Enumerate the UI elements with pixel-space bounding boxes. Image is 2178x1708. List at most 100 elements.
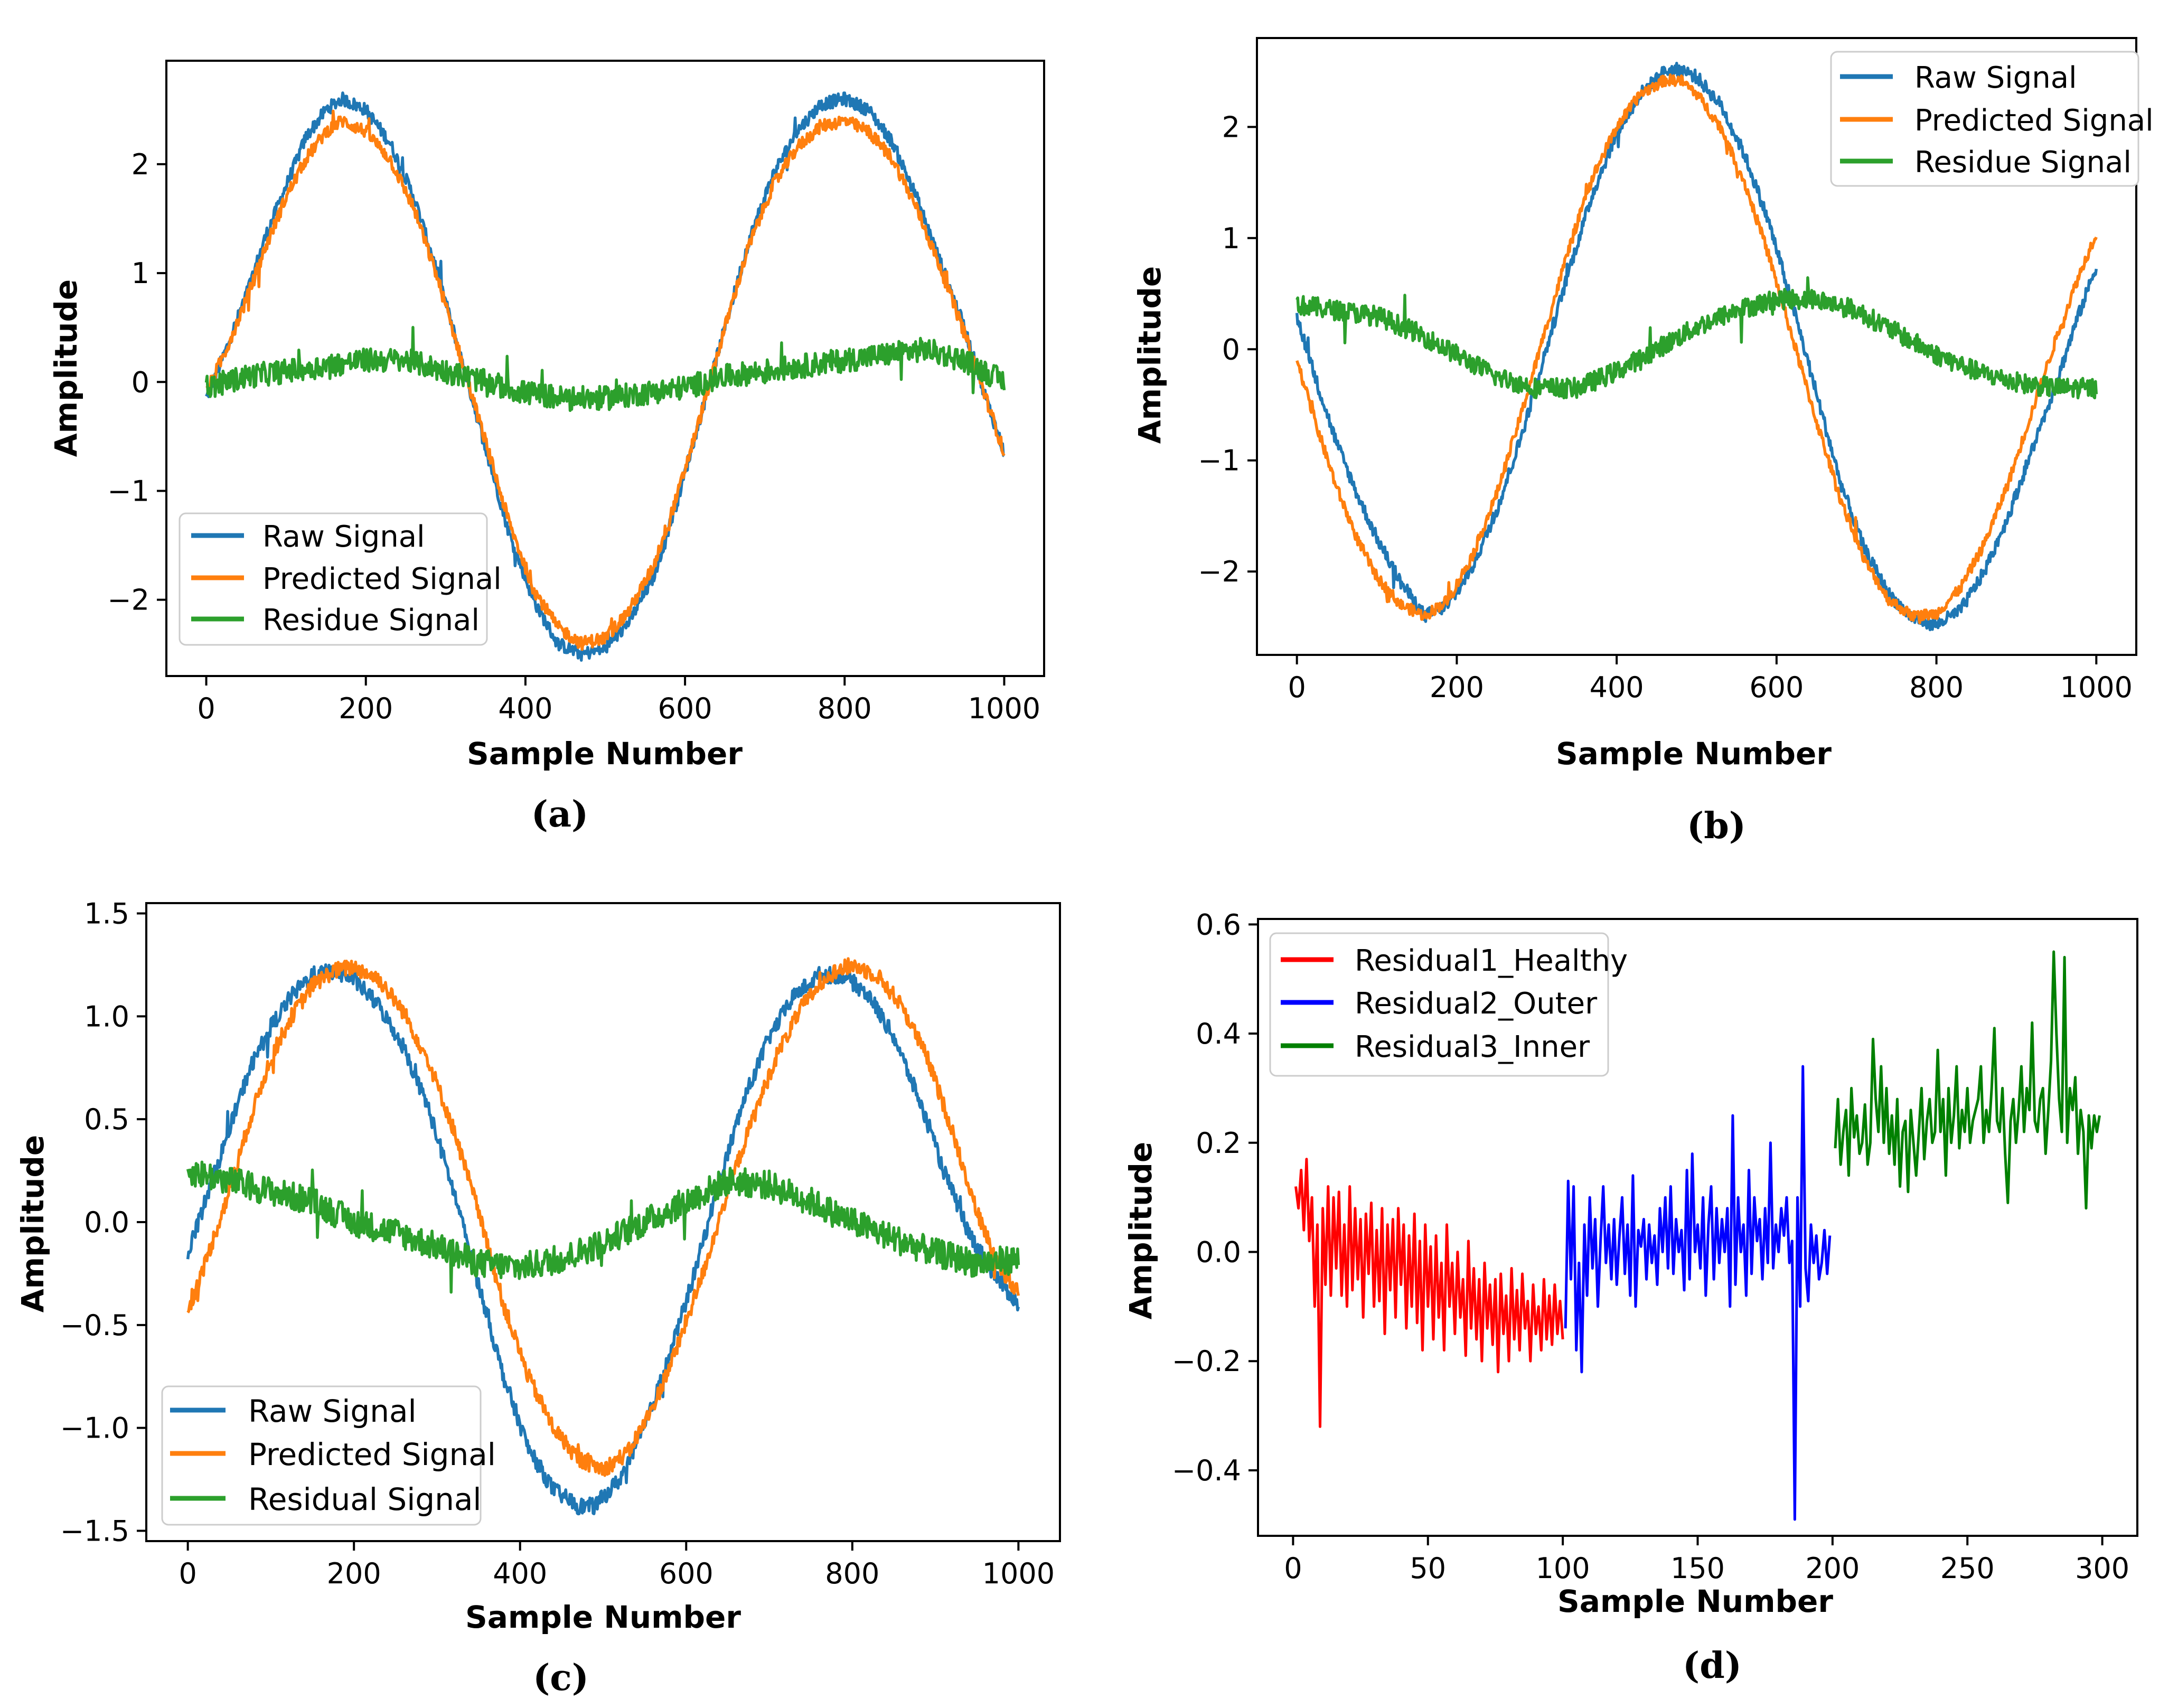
panel-a-ytick-label: −1 xyxy=(107,474,149,508)
panel-a-ylabel: Amplitude xyxy=(48,279,84,457)
panel-a-series-predicted xyxy=(205,109,1006,651)
panel-b-xlabel: Sample Number xyxy=(1556,736,1832,772)
panel-d-series-inner xyxy=(1834,950,2101,1210)
panel-d-ytick-label: 0.2 xyxy=(1196,1127,1241,1160)
panel-d-ylabel: Amplitude xyxy=(1123,1142,1159,1319)
panel-c-xtick-label: 1000 xyxy=(982,1557,1055,1590)
panel-b-series-predicted xyxy=(1295,73,2098,625)
panel-b-legend-label-raw: Raw Signal xyxy=(1914,61,2077,95)
panel-d: 0 50 100 150 200 250 300 −0.4 −0.2 0.0 0.2 0.4 0.6 S… xyxy=(1123,908,2138,1687)
panel-a-xtick-label: 400 xyxy=(498,692,552,725)
panel-d-xtick-label: 150 xyxy=(1670,1552,1725,1585)
panel-c: 0 200 400 600 800 1000 −1.5 −1.0 −0.5 0.0 0.5 1.0 1.… xyxy=(15,897,1061,1699)
panel-c-series-predicted xyxy=(186,957,1020,1477)
panel-b-legend-box xyxy=(1830,51,2139,187)
panel-d-xtick-label: 100 xyxy=(1536,1552,1590,1585)
panel-b-ytick-label: −2 xyxy=(1198,555,1240,588)
panel-b-plot-frame xyxy=(1256,37,2137,656)
panel-c-ytick-label: 1.0 xyxy=(84,1000,129,1033)
panel-c-xtick-label: 600 xyxy=(659,1557,714,1590)
panel-a-legend-label-residue: Residue Signal xyxy=(262,603,480,637)
panel-d-ytick-label: 0.0 xyxy=(1196,1236,1241,1269)
panel-d-series xyxy=(1294,950,2101,1521)
panel-b-xtick-label: 0 xyxy=(1288,671,1306,704)
panel-d-legend-label-healthy: Residual1_Healthy xyxy=(1355,944,1628,978)
panel-c-legend-box xyxy=(161,1385,482,1526)
panel-b-caption: (b) xyxy=(1687,805,1746,847)
panel-c-caption: (c) xyxy=(533,1657,589,1699)
panel-d-ticks: 0 50 100 150 200 250 300 −0.4 −0.2 0.0 0.2 0.4 0.6 xyxy=(1172,908,2129,1585)
panel-d-legend-label-outer: Residual2_Outer xyxy=(1355,987,1598,1021)
panel-b-legend-label-residue: Residue Signal xyxy=(1914,145,2132,180)
panel-b-ytick-label: 1 xyxy=(1222,222,1240,255)
panel-d-ytick-label: 0.6 xyxy=(1196,908,1241,941)
panel-a-plot-frame xyxy=(165,60,1045,677)
panel-c-ytick-label: 0.0 xyxy=(84,1206,129,1239)
panel-d-legend-label-inner: Residual3_Inner xyxy=(1355,1030,1590,1064)
panel-a-legend-box xyxy=(179,512,488,646)
panel-d-legend-box xyxy=(1269,932,1609,1077)
panel-b-ylabel: Amplitude xyxy=(1132,266,1168,444)
panel-d-xtick-label: 300 xyxy=(2075,1552,2129,1585)
panel-c-xlabel: Sample Number xyxy=(465,1599,741,1635)
panel-a-legend: Raw Signal Predicted Signal Residue Sign… xyxy=(179,512,502,646)
panel-c-legend: Raw Signal Predicted Signal Residual Sig… xyxy=(161,1385,496,1526)
panel-a-xtick-label: 0 xyxy=(197,692,215,725)
panel-c-ytick-label: −1.5 xyxy=(60,1515,129,1548)
panel-b-series-residue xyxy=(1295,276,2098,400)
panel-a-ytick-label: −2 xyxy=(107,584,149,617)
panel-c-series-residue xyxy=(186,1160,1020,1294)
panel-a-xtick-label: 600 xyxy=(658,692,712,725)
panel-b-xtick-label: 400 xyxy=(1590,671,1644,704)
panel-d-xtick-label: 250 xyxy=(1940,1552,1995,1585)
panel-a-legend-label-predicted: Predicted Signal xyxy=(262,562,502,596)
panel-c-series xyxy=(186,957,1020,1516)
panel-a-caption: (a) xyxy=(531,793,588,836)
panel-b-ticks: 0 200 400 600 800 1000 −2 −1 0 1 2 xyxy=(1198,110,2133,704)
panel-c-xtick-label: 0 xyxy=(179,1557,196,1590)
panel-c-ytick-label: −1.0 xyxy=(60,1412,129,1445)
panel-a-series-raw xyxy=(205,91,1006,662)
panel-d-ytick-label: −0.4 xyxy=(1172,1454,1241,1487)
panel-c-ylabel: Amplitude xyxy=(15,1135,51,1312)
panel-a: 0 200 400 600 800 1000 −2 −1 0 1 2 Sample Number A… xyxy=(48,60,1045,836)
panel-b-legend-label-predicted: Predicted Signal xyxy=(1914,104,2154,138)
panel-a-legend-label-raw: Raw Signal xyxy=(262,520,425,554)
panel-a-xtick-label: 200 xyxy=(339,692,393,725)
panel-b-xtick-label: 1000 xyxy=(2060,671,2133,704)
panel-c-legend-label-residual: Residual Signal xyxy=(248,1481,482,1517)
panel-b-legend: Raw Signal Predicted Signal Residue Sign… xyxy=(1830,51,2154,187)
panel-b-series xyxy=(1295,61,2098,632)
panel-c-xtick-label: 200 xyxy=(327,1557,381,1590)
panel-c-xtick-label: 800 xyxy=(825,1557,879,1590)
panel-c-ytick-label: 0.5 xyxy=(84,1103,129,1136)
panel-b-ytick-label: 2 xyxy=(1222,110,1240,144)
panel-b-ytick-label: −1 xyxy=(1198,444,1240,477)
panel-d-series-healthy xyxy=(1294,1158,1564,1428)
panel-b-ytick-label: 0 xyxy=(1222,333,1240,366)
panel-b-xtick-label: 800 xyxy=(1909,671,1964,704)
panel-d-legend: Residual1_Healthy Residual2_Outer Residu… xyxy=(1269,932,1628,1077)
panel-c-ytick-label: −0.5 xyxy=(60,1309,129,1342)
panel-d-xtick-label: 200 xyxy=(1805,1552,1860,1585)
panel-d-caption: (d) xyxy=(1683,1645,1742,1687)
panel-b: 0 200 400 600 800 1000 −2 −1 0 1 2 Sample Number A… xyxy=(1132,37,2154,847)
panel-d-xtick-label: 50 xyxy=(1410,1552,1446,1585)
panel-a-xtick-label: 800 xyxy=(818,692,872,725)
panel-b-series-raw xyxy=(1295,61,2098,632)
panel-a-ytick-label: 0 xyxy=(132,365,149,399)
panel-a-series-residue xyxy=(204,326,1006,412)
panel-a-series xyxy=(204,91,1006,662)
panel-a-ytick-label: 2 xyxy=(132,148,149,181)
panel-c-legend-label-raw: Raw Signal xyxy=(248,1393,417,1429)
panel-a-ytick-label: 1 xyxy=(132,257,149,290)
panel-d-xtick-label: 0 xyxy=(1284,1552,1302,1585)
panel-d-ytick-label: −0.2 xyxy=(1172,1345,1241,1378)
panel-b-xtick-label: 200 xyxy=(1430,671,1484,704)
panel-c-legend-label-predicted: Predicted Signal xyxy=(248,1437,496,1472)
panel-d-series-outer xyxy=(1564,1065,1832,1521)
panel-c-xtick-label: 400 xyxy=(493,1557,547,1590)
panel-a-xlabel: Sample Number xyxy=(467,736,743,772)
panel-d-xlabel: Sample Number xyxy=(1557,1583,1833,1619)
